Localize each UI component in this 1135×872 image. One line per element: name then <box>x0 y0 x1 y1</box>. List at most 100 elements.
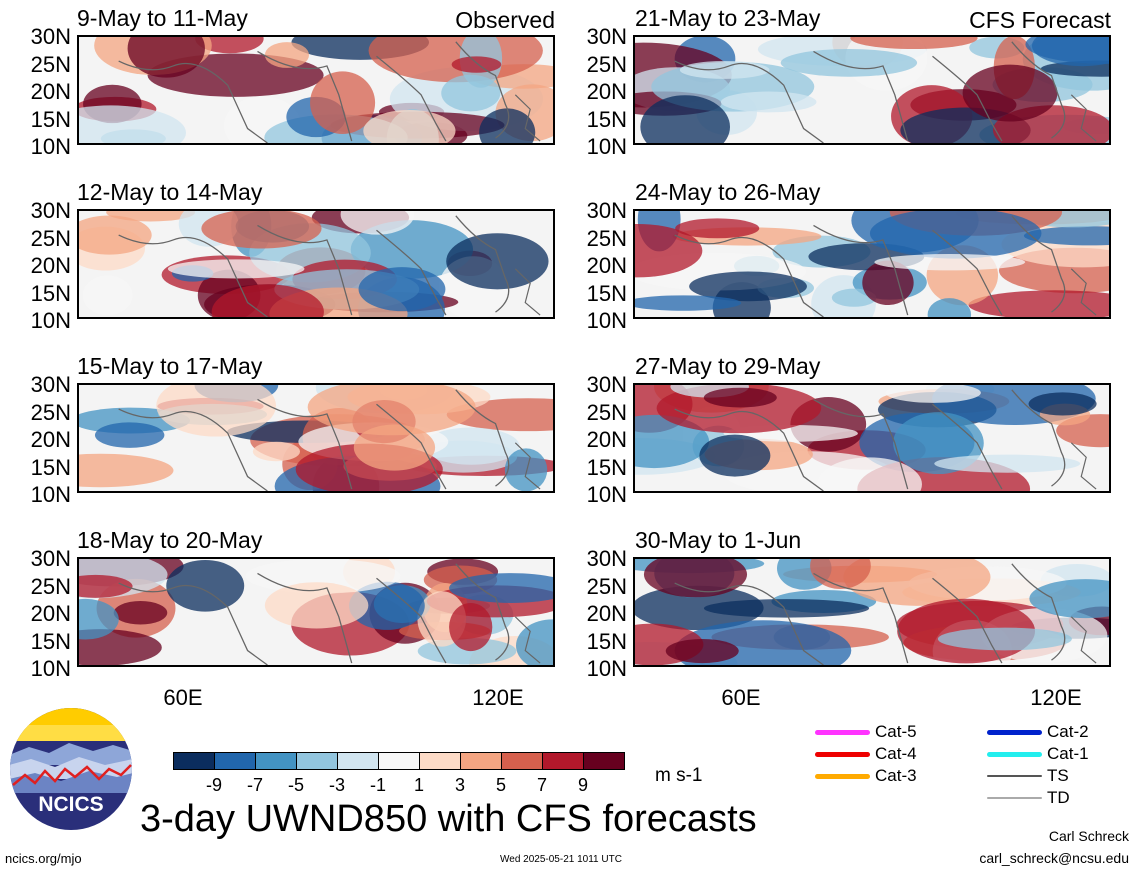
colorbar-label: -3 <box>328 775 345 795</box>
y-tick-label: 30N <box>586 198 627 223</box>
y-tick-label: 15N <box>30 628 71 654</box>
site-link[interactable]: ncics.org/mjo <box>5 851 82 866</box>
legend-label: TS <box>1047 766 1069 785</box>
y-tick-label: 10N <box>30 134 71 159</box>
y-tick-label: 30N <box>586 24 627 49</box>
logo-text: NCICS <box>38 793 103 816</box>
colorbar-label: 3 <box>454 775 465 795</box>
colorbar-cell <box>378 752 420 770</box>
legend-label: Cat-1 <box>1047 744 1089 763</box>
y-tick-label: 15N <box>586 454 627 480</box>
y-tick-label: 20N <box>30 427 71 452</box>
panel-title: 21-May to 23-May <box>635 5 821 31</box>
y-tick-label: 20N <box>586 427 627 452</box>
y-tick-label: 10N <box>30 482 71 507</box>
y-tick-label: 20N <box>30 253 71 278</box>
colorbar-cell <box>583 752 625 770</box>
author-email[interactable]: carl_schreck@ncsu.edu <box>979 850 1129 866</box>
colorbar-label: 9 <box>577 775 588 795</box>
colorbar-label: -7 <box>246 775 263 795</box>
legend-swatch <box>987 751 1042 757</box>
colorbar-label: -9 <box>205 775 222 795</box>
panel-title: 30-May to 1-Jun <box>635 527 802 553</box>
wind-anomaly-map <box>77 557 555 667</box>
author-name: Carl Schreck <box>1048 828 1129 844</box>
x-tick-label: 60E <box>721 685 761 710</box>
y-tick-label: 20N <box>586 253 627 278</box>
y-tick-label: 30N <box>586 372 627 397</box>
legend-swatch <box>815 751 870 757</box>
y-tick-label: 20N <box>586 601 627 626</box>
y-tick-label: 15N <box>586 628 627 654</box>
colorbar-label: 7 <box>536 775 547 795</box>
y-tick-label: 25N <box>586 399 627 425</box>
legend-label: Cat-5 <box>875 722 917 741</box>
panel-title: 12-May to 14-May <box>77 179 263 205</box>
ncics-logo: NCICS <box>9 707 133 831</box>
legend-label: Cat-3 <box>875 766 917 785</box>
y-tick-label: 10N <box>586 656 627 681</box>
legend-swatch <box>815 773 870 779</box>
panel-source-label: Observed <box>455 7 555 33</box>
legend-label: TD <box>1047 788 1070 807</box>
colorbar-cell <box>419 752 461 770</box>
y-tick-label: 25N <box>30 573 71 599</box>
y-tick-label: 25N <box>30 225 71 251</box>
wind-anomaly-map <box>633 383 1111 493</box>
x-tick-label: 120E <box>1030 685 1082 710</box>
y-tick-label: 10N <box>30 308 71 333</box>
panel-title: 24-May to 26-May <box>635 179 821 205</box>
panel-title: 9-May to 11-May <box>77 5 248 31</box>
y-tick-label: 15N <box>586 280 627 306</box>
colorbar-label: -1 <box>369 775 386 795</box>
y-tick-label: 30N <box>30 546 71 571</box>
wind-anomaly-map <box>77 35 555 145</box>
wind-anomaly-map <box>633 209 1111 319</box>
legend-swatch <box>815 729 870 735</box>
panel-title: 18-May to 20-May <box>77 527 263 553</box>
timestamp: Wed 2025-05-21 1011 UTC <box>500 854 622 865</box>
wind-anomaly-map <box>77 209 555 319</box>
x-tick-label: 120E <box>472 685 524 710</box>
y-tick-label: 30N <box>30 372 71 397</box>
colorbar-label: 5 <box>495 775 506 795</box>
panel-title: 15-May to 17-May <box>77 353 263 379</box>
y-tick-label: 30N <box>30 198 71 223</box>
colorbar-label: 1 <box>413 775 424 795</box>
panel-title: 27-May to 29-May <box>635 353 821 379</box>
y-tick-label: 10N <box>586 134 627 159</box>
colorbar-cell <box>173 752 215 770</box>
y-tick-label: 30N <box>30 24 71 49</box>
y-tick-label: 15N <box>586 106 627 132</box>
y-tick-label: 15N <box>30 454 71 480</box>
x-tick-label: 60E <box>163 685 203 710</box>
y-tick-label: 25N <box>30 399 71 425</box>
y-tick-label: 15N <box>30 280 71 306</box>
colorbar-cell <box>501 752 543 770</box>
wind-anomaly-map <box>77 383 555 493</box>
y-tick-label: 25N <box>30 51 71 77</box>
y-tick-label: 20N <box>586 79 627 104</box>
wind-anomaly-map <box>633 557 1111 667</box>
y-tick-label: 10N <box>30 656 71 681</box>
y-tick-label: 30N <box>586 546 627 571</box>
colorbar-cell <box>460 752 502 770</box>
colorbar-label: -5 <box>287 775 304 795</box>
y-tick-label: 20N <box>30 601 71 626</box>
y-tick-label: 25N <box>586 51 627 77</box>
y-tick-label: 10N <box>586 308 627 333</box>
wind-anomaly-map <box>633 35 1111 145</box>
legend-swatch <box>987 729 1042 735</box>
colorbar-units: m s-1 <box>655 765 703 786</box>
legend-label: Cat-4 <box>875 744 917 763</box>
y-tick-label: 20N <box>30 79 71 104</box>
colorbar-cell <box>296 752 338 770</box>
legend-swatch <box>987 775 1042 777</box>
y-tick-label: 25N <box>586 573 627 599</box>
y-tick-label: 25N <box>586 225 627 251</box>
colorbar-cell <box>542 752 584 770</box>
colorbar-cell <box>337 752 379 770</box>
y-tick-label: 10N <box>586 482 627 507</box>
legend-label: Cat-2 <box>1047 722 1089 741</box>
main-title: 3-day UWND850 with CFS forecasts <box>140 798 757 840</box>
